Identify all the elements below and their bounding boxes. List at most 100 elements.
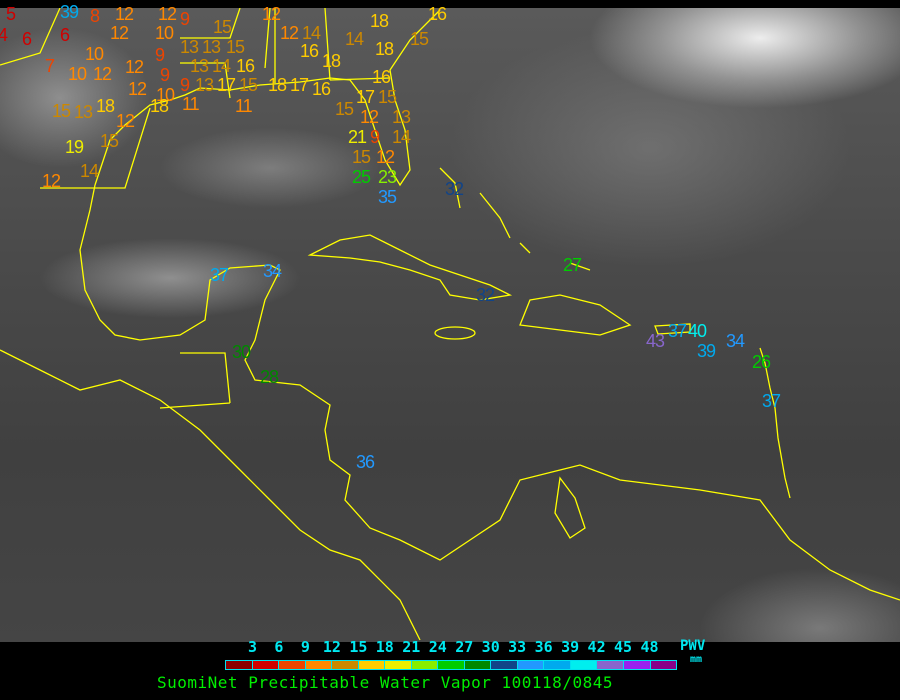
pwv-station-value: 19 (65, 137, 84, 157)
pwv-station-value: 18 (375, 39, 394, 59)
pwv-station-value: 13 (180, 37, 199, 57)
pwv-station-value: 9 (180, 75, 190, 95)
pwv-station-value: 18 (370, 11, 389, 31)
pwv-station-value: 23 (378, 167, 397, 187)
pwv-station-value: 15 (378, 87, 397, 107)
color-swatch (597, 661, 624, 669)
pwv-station-value: 27 (563, 255, 582, 275)
color-swatch (650, 661, 677, 669)
legend-tick-labels: 3 6 9 12 15 18 21 24 27 30 33 36 39 42 45 48 (0, 638, 900, 656)
pwv-station-value: 10 (155, 23, 174, 43)
pwv-station-value: 15 (410, 29, 429, 49)
legend-tick: 45 (614, 638, 633, 656)
pwv-station-value: 17 (217, 75, 236, 95)
pwv-station-value: 14 (80, 161, 99, 181)
pwv-station-value: 16 (300, 41, 319, 61)
pwv-station-value: 17 (290, 75, 309, 95)
pwv-station-value: 34 (726, 331, 745, 351)
pwv-station-value: 12 (93, 64, 112, 84)
pwv-station-value: 10 (68, 64, 87, 84)
pwv-station-value: 18 (96, 96, 115, 116)
pwv-station-value: 7 (45, 56, 55, 76)
pwv-station-value: 15 (335, 99, 354, 119)
bahamas (439, 167, 591, 271)
pwv-station-value: 12 (128, 79, 147, 99)
pwv-station-value: 11 (182, 94, 200, 114)
hispaniola (519, 294, 632, 336)
pwv-station-value: 12 (280, 23, 299, 43)
pwv-station-value: 15 (52, 101, 71, 121)
pwv-station-value: 17 (356, 87, 375, 107)
legend-tick: 36 (534, 638, 553, 656)
pwv-station-value: 32 (445, 179, 464, 199)
pwv-station-value: 43 (646, 331, 665, 351)
pwv-station-value: 11 (235, 96, 253, 116)
pwv-station-value: 21 (348, 127, 367, 147)
pwv-station-value: 37 (762, 391, 781, 411)
pwv-station-value: 9 (370, 127, 380, 147)
legend-tick: 9 (300, 638, 310, 656)
pwv-station-value: 28 (260, 367, 279, 387)
color-swatch (411, 661, 439, 669)
pwv-station-value: 4 (0, 25, 8, 45)
pwv-station-value: 12 (262, 4, 281, 24)
pwv-station-value: 14 (392, 127, 411, 147)
pwv-station-value: 15 (213, 17, 232, 37)
legend-tick: 6 (274, 638, 284, 656)
pwv-station-value: 9 (180, 9, 190, 29)
pwv-station-value: 40 (688, 321, 707, 341)
legend-tick: 24 (428, 638, 447, 656)
color-swatch (517, 661, 545, 669)
pwv-station-value: 25 (352, 167, 371, 187)
pwv-station-value: 12 (42, 171, 61, 191)
pwv-station-value: 13 (202, 37, 221, 57)
legend-unit-label: PWV (680, 638, 706, 654)
color-swatch (491, 661, 518, 669)
pwv-station-value: 12 (116, 111, 135, 131)
mexico-caribbean-coast (79, 184, 900, 601)
color-swatch (385, 661, 412, 669)
legend-tick: 21 (402, 638, 421, 656)
pwv-station-value: 5 (6, 4, 16, 24)
pwv-station-value: 9 (160, 65, 170, 85)
color-swatch (279, 661, 306, 669)
pwv-station-value: 13 (74, 102, 93, 122)
pwv-station-value: 37 (668, 321, 687, 341)
state-borders (0, 8, 391, 409)
jamaica (434, 326, 476, 340)
color-swatch (252, 661, 280, 669)
legend-tick: 15 (349, 638, 368, 656)
legend-tick: 12 (322, 638, 341, 656)
pwv-station-value: 6 (60, 25, 70, 45)
pacific-coast (0, 349, 421, 641)
pwv-station-value: 15 (100, 131, 119, 151)
color-swatch (464, 661, 492, 669)
color-swatch (570, 661, 598, 669)
pwv-station-value: 30 (232, 342, 251, 362)
pwv-station-value: 18 (322, 51, 341, 71)
pwv-station-value: 10 (85, 44, 104, 64)
pwv-station-value: 14 (302, 23, 321, 43)
pwv-station-value: 15 (352, 147, 371, 167)
legend-tick: 33 (508, 638, 527, 656)
color-swatch (623, 661, 651, 669)
pwv-station-value: 35 (378, 187, 397, 207)
venezuela-lake (554, 476, 586, 539)
legend-tick: 3 (247, 638, 257, 656)
pwv-station-value: 9 (155, 45, 165, 65)
color-scale-bar (225, 660, 677, 670)
pwv-station-value: 12 (110, 23, 129, 43)
color-swatch (358, 661, 386, 669)
pwv-station-value: 18 (150, 96, 169, 116)
pwv-station-value: 34 (263, 261, 282, 281)
coastlines-overlay (0, 8, 900, 641)
pwv-station-value: 8 (90, 6, 100, 26)
pwv-station-value: 6 (22, 29, 32, 49)
color-swatch (305, 661, 333, 669)
pwv-station-value: 16 (428, 4, 447, 24)
pwv-station-value: 13 (190, 56, 209, 76)
pwv-station-value: 14 (345, 29, 364, 49)
pwv-station-value: 39 (60, 2, 79, 22)
pwv-station-value: 10 (156, 85, 175, 105)
